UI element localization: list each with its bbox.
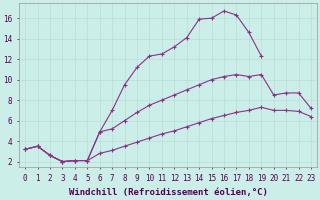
X-axis label: Windchill (Refroidissement éolien,°C): Windchill (Refroidissement éolien,°C) bbox=[69, 188, 268, 197]
